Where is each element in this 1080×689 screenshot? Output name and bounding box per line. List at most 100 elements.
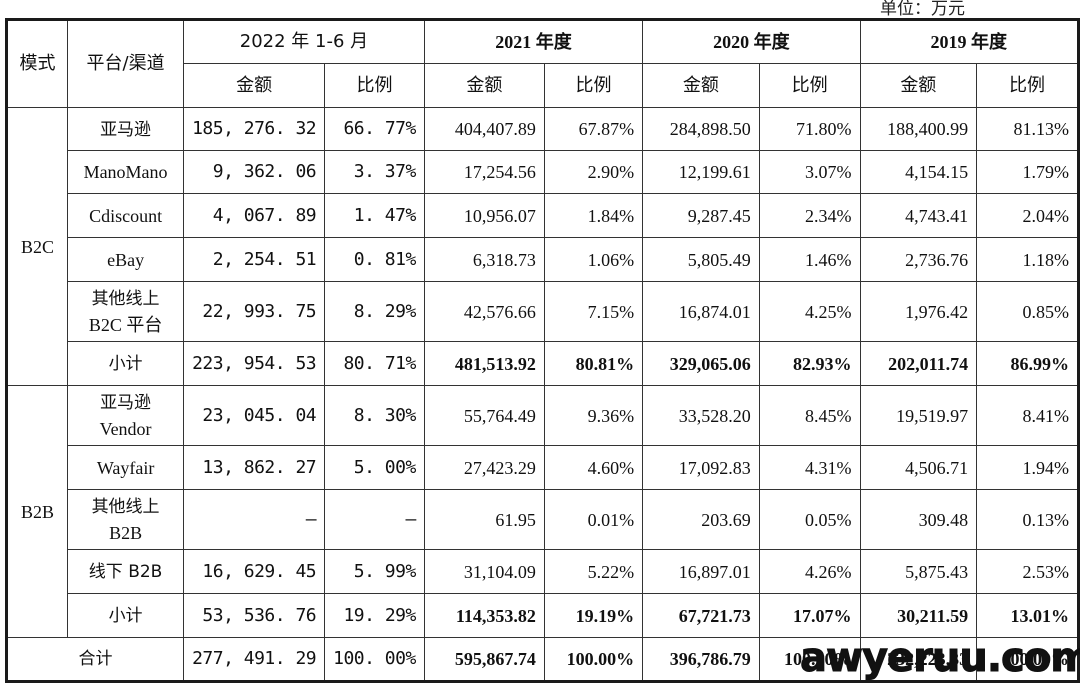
amount-cell: 5,875.43 xyxy=(859,549,978,594)
platform-label-line1: 其他线上 xyxy=(91,496,160,517)
amount-cell: 4,506.71 xyxy=(859,445,978,490)
amount-cell: 17,254.56 xyxy=(423,150,545,194)
amount-cell: 4,154.15 xyxy=(859,150,978,194)
platform-cell: 亚马逊 Vendor xyxy=(67,385,185,446)
amount-cell: 16, 629. 45 xyxy=(183,549,326,594)
platform-label: 亚马逊 xyxy=(100,119,152,140)
amount-cell: 2, 254. 51 xyxy=(183,237,326,282)
total-ratio-cell: 100.00% xyxy=(976,637,1079,682)
ratio-cell: 8. 29% xyxy=(324,281,425,342)
amount-cell: 31,104.09 xyxy=(423,549,545,594)
ratio-cell: 80. 71% xyxy=(324,341,425,386)
ratio-cell: 8.41% xyxy=(976,385,1079,446)
amount-cell: 185, 276. 32 xyxy=(183,107,326,151)
revenue-by-platform-table: 模式 平台/渠道 2022 年 1-6 月 2021 年度 2020 年度 20… xyxy=(5,18,1080,683)
ratio-cell: 3.07% xyxy=(758,150,861,194)
amount-cell: 6,318.73 xyxy=(423,237,545,282)
ratio-cell: 3. 37% xyxy=(324,150,425,194)
table-row: B2B 亚马逊 Vendor 23, 045. 04 8. 30% 55,764.49 9.… xyxy=(5,385,1079,638)
ratio-cell: 13.01% xyxy=(976,593,1079,638)
amount-cell: 284,898.50 xyxy=(642,107,760,151)
amount-cell: 42,576.66 xyxy=(423,281,545,342)
amount-cell: 4, 067. 89 xyxy=(183,193,326,238)
amount-cell: 23, 045. 04 xyxy=(183,385,326,446)
subtotal-row: 小计 53, 536. 76 19. 29% 114,353.82 19.19% 67,7… xyxy=(7,593,1079,638)
mode-cell: B2B xyxy=(5,385,69,638)
header-period-2020: 2020 年度 xyxy=(642,19,861,64)
ratio-cell: 66. 77% xyxy=(324,107,425,151)
platform-label: 小计 xyxy=(108,354,143,374)
amount-cell: 309.48 xyxy=(859,489,978,550)
amount-cell: 223, 954. 53 xyxy=(183,341,326,386)
platform-cell: eBay xyxy=(67,237,185,282)
ratio-cell: 80.81% xyxy=(543,341,644,386)
amount-cell: – xyxy=(183,489,326,550)
ratio-cell: 17.07% xyxy=(758,593,861,638)
amount-cell: 55,764.49 xyxy=(423,385,545,446)
table-row: Cdiscount 4, 067. 89 1. 47% 10,956.07 1.84% 9… xyxy=(7,193,1079,238)
platform-cell: 其他线上 B2C 平台 xyxy=(67,281,185,342)
platform-cell: 小计 xyxy=(67,593,185,638)
ratio-cell: 1.79% xyxy=(976,150,1079,194)
ratio-cell: 5.22% xyxy=(543,549,644,594)
ratio-cell: 2.53% xyxy=(976,549,1079,594)
table-row: B2C 亚马逊 185, 276. 32 66. 77% 404,407.89 67.87… xyxy=(5,107,1079,386)
amount-cell: 203.69 xyxy=(642,489,760,550)
ratio-cell: 2.90% xyxy=(543,150,644,194)
header-period-2019: 2019 年度 xyxy=(859,19,1080,64)
amount-cell: 4,743.41 xyxy=(859,193,978,238)
header-ratio: 比例 xyxy=(324,63,425,108)
table-row: 其他线上 B2B – –61.95 0.01% 203.69 0.05% 309.48 0.13… xyxy=(7,489,1079,550)
amount-cell: 67,721.73 xyxy=(642,593,760,638)
ratio-cell: 0. 81% xyxy=(324,237,425,282)
amount-cell: 61.95 xyxy=(423,489,545,550)
platform-label-line2: B2B xyxy=(109,522,143,543)
platform-label-line2: B2C 平台 xyxy=(88,314,163,335)
ratio-cell: 4.60% xyxy=(543,445,644,490)
amount-cell: 16,874.01 xyxy=(642,281,760,342)
ratio-cell: 2.04% xyxy=(976,193,1079,238)
platform-cell: 小计 xyxy=(67,341,185,386)
header-amount: 金额 xyxy=(423,63,545,108)
total-label: 合计 xyxy=(5,637,185,682)
amount-cell: 30,211.59 xyxy=(859,593,978,638)
amount-cell: 404,407.89 xyxy=(423,107,545,151)
amount-cell: 16,897.01 xyxy=(642,549,760,594)
header-amount: 金额 xyxy=(183,63,326,108)
table-row: Wayfair 13, 862. 27 5. 00% 27,423.29 4.60% 17… xyxy=(7,445,1079,490)
watermark: awyeruu.com xyxy=(800,635,1080,681)
header-amount: 金额 xyxy=(642,63,760,108)
platform-cell: ManoMano xyxy=(67,150,185,194)
ratio-cell: 86.99% xyxy=(976,341,1079,386)
subtotal-row: 小计 223, 954. 53 80. 71% 481,513.92 80.81% 329… xyxy=(7,341,1079,386)
header-ratio: 比例 xyxy=(543,63,644,108)
table-row: ManoMano 9, 362. 06 3. 37% 17,254.56 2.90% 12… xyxy=(7,150,1079,194)
amount-cell: 1,976.42 xyxy=(859,281,978,342)
ratio-cell: 0.13% xyxy=(976,489,1079,550)
total-row: 合计 277, 491. 29 100. 00% 595,867.74 100.00% 3… xyxy=(5,637,1079,682)
platform-label-line1: 亚马逊 xyxy=(100,392,152,413)
platform-cell: 线下 B2B xyxy=(67,549,185,594)
platform-label: eBay xyxy=(107,249,145,270)
mode-cell: B2C xyxy=(5,107,69,386)
amount-cell: 9,287.45 xyxy=(642,193,760,238)
ratio-cell: 0.85% xyxy=(976,281,1079,342)
platform-label: ManoMano xyxy=(83,162,168,182)
amount-cell: 2,736.76 xyxy=(859,237,978,282)
header-ratio: 比例 xyxy=(758,63,861,108)
amount-cell: 5,805.49 xyxy=(642,237,760,282)
amount-cell: 10,956.07 xyxy=(423,193,545,238)
platform-label-line1: 其他线上 xyxy=(91,288,160,309)
ratio-cell: 4.26% xyxy=(758,549,861,594)
total-ratio-cell: 100. 00% xyxy=(324,637,425,682)
platform-label: Cdiscount xyxy=(89,205,163,226)
ratio-cell: 1. 47% xyxy=(324,193,425,238)
header-platform: 平台/渠道 xyxy=(67,19,185,108)
ratio-cell: 4.25% xyxy=(758,281,861,342)
amount-cell: 13, 862. 27 xyxy=(183,445,326,490)
ratio-cell: 9.36% xyxy=(543,385,644,446)
total-ratio-cell: 100.00% xyxy=(758,637,861,682)
table-row: eBay 2, 254. 51 0. 81% 6,318.73 1.06% 5,805.4… xyxy=(7,237,1079,282)
ratio-cell: 1.84% xyxy=(543,193,644,238)
platform-label-line2: Vendor xyxy=(99,418,152,439)
